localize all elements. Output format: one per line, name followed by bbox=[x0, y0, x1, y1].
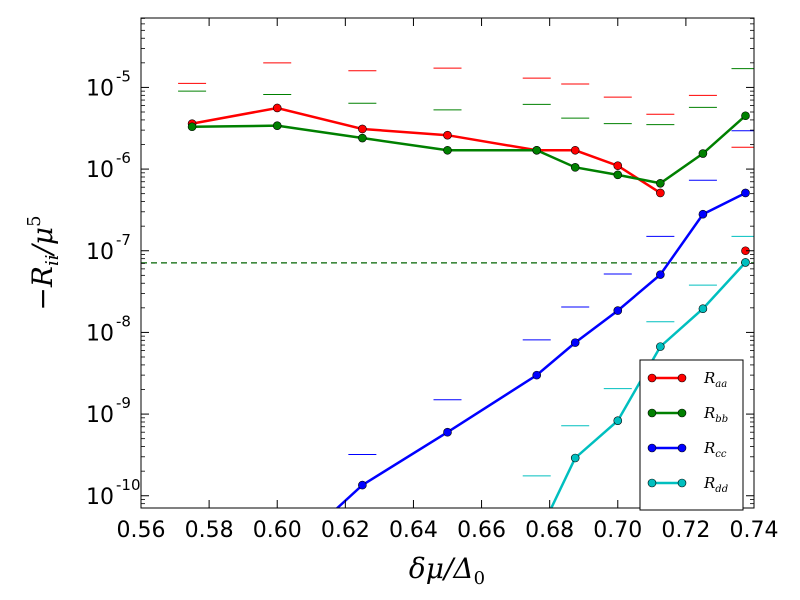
data-point-raa-5 bbox=[570, 145, 580, 155]
legend-label-rcc: Rcc bbox=[703, 439, 727, 460]
legend-label-rbb: Rbb bbox=[703, 404, 728, 425]
y-tick-label-exponent: -9 bbox=[116, 394, 131, 412]
data-point-rbb-1 bbox=[272, 121, 282, 130]
x-tick-label: 0.60 bbox=[253, 518, 302, 543]
y-axis-label: −Rii/μ5 bbox=[24, 215, 63, 310]
y-tick-label-exponent: -10 bbox=[116, 476, 141, 494]
x-tick-label: 0.68 bbox=[525, 518, 574, 543]
data-point-rcc-3 bbox=[532, 370, 542, 380]
series-line-raa bbox=[191, 106, 662, 195]
x-tick-label: 0.62 bbox=[321, 518, 370, 543]
data-point-raa-6 bbox=[613, 161, 623, 171]
x-tick-label: 0.58 bbox=[185, 518, 234, 543]
y-tick-label: 10 bbox=[86, 158, 114, 183]
data-point-rbb-8 bbox=[698, 149, 708, 158]
legend-marker-rbb bbox=[647, 408, 657, 418]
legend-label-raa: Raa bbox=[703, 369, 727, 390]
y-tick-label-exponent: -8 bbox=[116, 312, 131, 330]
x-tick-label: 0.56 bbox=[117, 518, 166, 543]
plot-area bbox=[141, 62, 754, 508]
y-tick-label: 10 bbox=[86, 403, 114, 428]
y-tick-label-exponent: -6 bbox=[116, 149, 131, 167]
x-tick-label: 0.70 bbox=[593, 518, 642, 543]
data-point-rcc-1 bbox=[358, 480, 367, 490]
x-tick-label: 0.74 bbox=[730, 518, 779, 543]
legend: Raa Rbb Rcc Rdd bbox=[639, 359, 744, 511]
x-axis-label: δμ/Δ0 bbox=[409, 552, 485, 589]
x-tick-label: 0.64 bbox=[389, 518, 438, 543]
legend-marker-rdd bbox=[647, 478, 657, 488]
data-point-raa-3 bbox=[443, 130, 452, 140]
legend-marker-rbb bbox=[677, 408, 687, 418]
data-point-rcc-5 bbox=[613, 306, 623, 315]
legend-box bbox=[639, 359, 744, 511]
legend-label-rdd: Rdd bbox=[703, 474, 728, 495]
data-point-rbb-9 bbox=[741, 111, 750, 121]
data-point-rcc-2 bbox=[443, 427, 452, 437]
data-point-rdd-1 bbox=[570, 453, 580, 463]
legend-marker-rcc bbox=[677, 443, 687, 453]
series-line-rdd bbox=[549, 261, 747, 508]
y-tick-label-exponent: -5 bbox=[116, 67, 131, 85]
plot-frame bbox=[140, 17, 755, 509]
data-point-rcc-7 bbox=[698, 209, 708, 219]
y-tick-label: 10 bbox=[86, 485, 114, 510]
y-tick-label-exponent: -7 bbox=[116, 231, 131, 249]
legend-marker-rcc bbox=[647, 443, 657, 453]
data-point-rbb-2 bbox=[358, 133, 367, 143]
legend-marker-raa bbox=[677, 373, 687, 383]
data-point-raa-2 bbox=[358, 124, 367, 134]
data-point-rcc-6 bbox=[656, 270, 665, 279]
data-point-rcc-4 bbox=[570, 338, 580, 347]
data-point-rdd-4 bbox=[698, 304, 708, 314]
data-point-rbb-4 bbox=[532, 145, 542, 155]
x-tick-label: 0.72 bbox=[661, 518, 710, 543]
data-point-rbb-7 bbox=[656, 178, 665, 188]
data-point-rbb-5 bbox=[570, 163, 580, 172]
y-tick-label: 10 bbox=[86, 321, 114, 346]
data-point-rcc-8 bbox=[741, 188, 750, 198]
data-point-rbb-3 bbox=[443, 145, 452, 155]
series-line-rbb bbox=[192, 114, 747, 185]
y-tick-label: 10 bbox=[86, 240, 114, 265]
legend-marker-rdd bbox=[677, 478, 687, 488]
data-point-rdd-3 bbox=[656, 342, 665, 351]
legend-marker-raa bbox=[647, 373, 657, 383]
data-point-rbb-0 bbox=[187, 122, 197, 132]
data-point-raa-1 bbox=[272, 103, 282, 113]
data-point-rbb-6 bbox=[613, 170, 623, 180]
data-point-rdd-5 bbox=[741, 258, 750, 267]
data-point-rdd-2 bbox=[613, 416, 623, 425]
y-tick-label: 10 bbox=[86, 76, 114, 101]
x-tick-label: 0.66 bbox=[457, 518, 506, 543]
data-point-raa-7 bbox=[656, 188, 665, 198]
